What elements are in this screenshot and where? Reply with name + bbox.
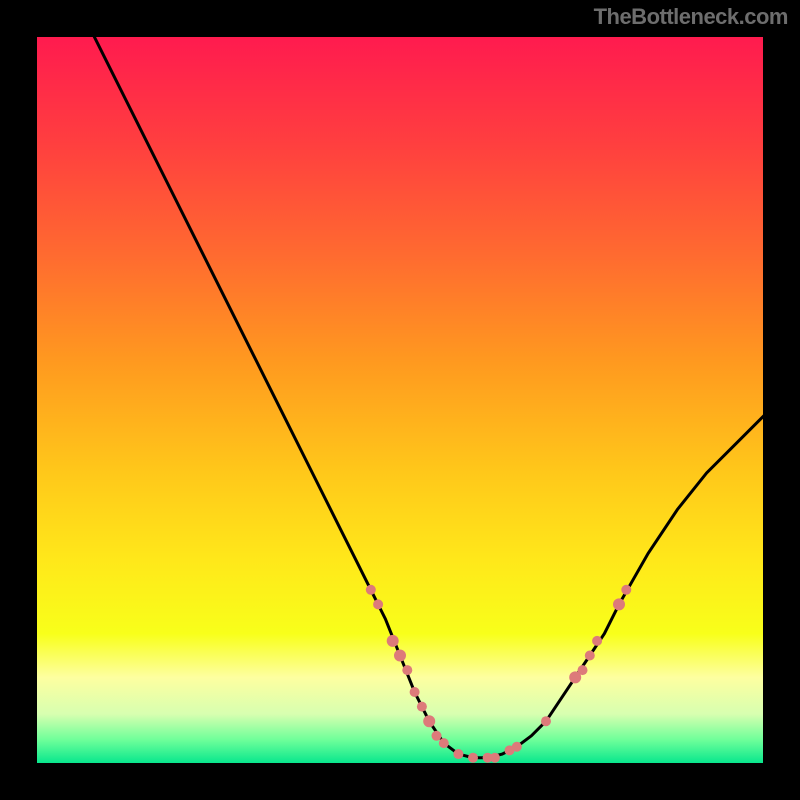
- marker-point: [410, 687, 420, 697]
- marker-point: [453, 749, 463, 759]
- marker-point: [439, 738, 449, 748]
- chart-canvas: TheBottleneck.com: [0, 0, 800, 800]
- marker-point: [468, 753, 478, 763]
- marker-point: [402, 665, 412, 675]
- marker-point: [541, 716, 551, 726]
- marker-point: [578, 665, 588, 675]
- marker-point: [432, 731, 442, 741]
- marker-point: [585, 651, 595, 661]
- marker-point: [387, 635, 399, 647]
- marker-point: [592, 636, 602, 646]
- marker-point: [613, 598, 625, 610]
- marker-point: [417, 702, 427, 712]
- marker-point: [394, 650, 406, 662]
- marker-point: [512, 742, 522, 752]
- marker-point: [366, 585, 376, 595]
- marker-point: [423, 715, 435, 727]
- watermark-text: TheBottleneck.com: [594, 4, 788, 30]
- marker-point: [490, 753, 500, 763]
- marker-point: [621, 585, 631, 595]
- marker-point: [373, 599, 383, 609]
- bottleneck-chart: [0, 0, 800, 800]
